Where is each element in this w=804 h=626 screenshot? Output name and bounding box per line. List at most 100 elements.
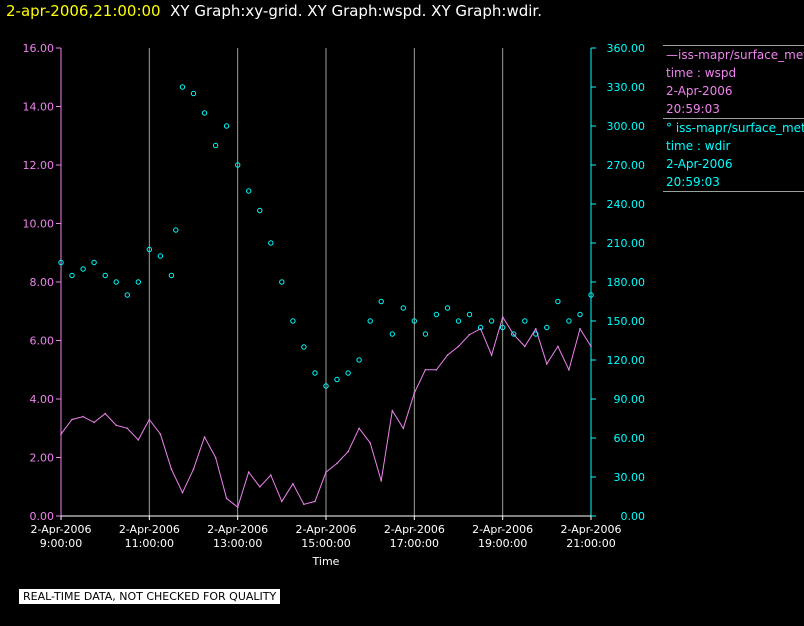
series-wdir-point	[279, 279, 285, 285]
series-wdir-point	[488, 318, 495, 324]
series-wspd-point	[402, 427, 405, 430]
series-wspd-point	[501, 316, 504, 318]
series-wspd-point	[281, 500, 283, 503]
series-wdir-point	[323, 383, 329, 389]
series-wspd-point	[358, 427, 360, 430]
y-left-tick-label: 14.00	[23, 101, 55, 114]
series-wspd-point	[60, 433, 62, 435]
series-wspd-point	[303, 503, 305, 506]
series-wspd-point	[214, 456, 217, 459]
series-wdir-point	[257, 207, 263, 214]
legend-entry-wspd: —iss-mapr/surface_meteorology time : wsp…	[663, 46, 804, 118]
x-tick-label: 2-Apr-2006 9:00:00	[30, 523, 91, 550]
y-right-tick-label: 120.00	[607, 354, 646, 367]
series-wdir-point	[544, 324, 550, 331]
series-wdir-point	[146, 246, 153, 253]
legend-wspd-variable: time : wspd	[666, 66, 737, 80]
series-wspd-point	[512, 333, 515, 336]
y-left-tick-label: 8.00	[30, 276, 55, 289]
series-wdir-point	[533, 331, 539, 337]
series-wdir-point	[212, 142, 219, 149]
x-tick-label: 2-Apr-2006 21:00:00	[560, 523, 621, 550]
series-wdir-point	[173, 227, 179, 233]
series-wspd-point	[115, 424, 117, 427]
y-left-tick-label: 0.00	[30, 510, 55, 523]
series-wspd-point	[137, 439, 140, 441]
quality-note: REAL-TIME DATA, NOT CHECKED FOR QUALITY	[19, 589, 281, 604]
series-wspd-point	[579, 328, 581, 330]
series-wdir-point	[301, 344, 307, 350]
series-wspd-point	[93, 421, 95, 424]
series-wspd-point	[126, 427, 129, 430]
legend-separator	[663, 118, 804, 119]
legend-separator	[663, 191, 804, 192]
series-wspd-point	[468, 333, 471, 336]
series-wdir-point	[268, 240, 274, 246]
y-left-tick-label: 16.00	[23, 42, 55, 55]
series-wspd-point	[181, 491, 184, 494]
x-tick-label: 2-Apr-2006 19:00:00	[472, 523, 533, 550]
series-wspd-point	[435, 369, 438, 371]
series-wspd-point	[104, 412, 106, 415]
y-left-tick-label: 2.00	[30, 452, 55, 465]
series-wspd-point	[159, 433, 162, 435]
series-wdir-point	[422, 331, 429, 337]
series-wdir-point	[566, 318, 572, 324]
series-wspd-point	[524, 345, 526, 348]
series-wdir-point	[290, 318, 296, 324]
x-tick-label: 2-Apr-2006 11:00:00	[119, 523, 180, 550]
series-wspd-point	[424, 369, 427, 371]
y-right-tick-label: 300.00	[607, 120, 646, 133]
series-wspd-point	[347, 450, 349, 453]
x-axis-label: Time	[312, 555, 340, 568]
y-right-tick-label: 150.00	[607, 315, 646, 328]
series-wdir-point	[246, 188, 252, 194]
series-wspd-point	[148, 418, 151, 421]
y-right-tick-label: 60.00	[614, 432, 646, 445]
y-right-tick-label: 0.00	[621, 510, 646, 523]
series-wdir-point	[500, 324, 506, 331]
series-wspd-point	[369, 442, 372, 444]
series-wspd-point	[71, 418, 73, 421]
series-wdir-point	[334, 376, 340, 383]
series-wspd-point	[225, 497, 228, 500]
y-left-tick-label: 10.00	[23, 218, 55, 231]
series-wdir-point	[433, 311, 440, 318]
y-right-tick-label: 330.00	[607, 81, 646, 94]
series-wspd-point	[568, 369, 570, 371]
series-wdir-point	[577, 311, 583, 318]
series-wspd-point	[236, 506, 239, 509]
series-wspd-point	[314, 500, 316, 503]
series-wdir-point	[367, 318, 373, 324]
y-right-tick-label: 360.00	[607, 42, 646, 55]
series-wspd-point	[557, 345, 559, 348]
series-wdir-point	[80, 266, 86, 272]
series-wdir-point	[223, 123, 230, 129]
y-right-tick-label: 90.00	[614, 393, 646, 406]
x-tick-label: 2-Apr-2006 17:00:00	[384, 523, 445, 550]
series-wspd-point	[490, 354, 493, 356]
series-wspd-point	[192, 468, 195, 471]
series-wdir-point	[168, 272, 175, 279]
series-wspd-point	[590, 345, 592, 348]
graph-list-label: XY Graph:xy-grid. XY Graph:wspd. XY Grap…	[170, 2, 542, 20]
series-wdir-point	[91, 259, 97, 266]
series-wdir-point	[466, 311, 473, 318]
legend-wspd-source: —iss-mapr/surface_meteorology	[666, 48, 804, 62]
series-wdir-point	[179, 84, 186, 90]
series-wdir-point	[69, 272, 75, 279]
series-wspd-point	[203, 436, 206, 438]
series-wdir-point	[157, 253, 164, 259]
series-wspd-point	[546, 363, 548, 365]
legend-wdir-date: 2-Apr-2006	[666, 157, 733, 171]
y-right-tick-label: 240.00	[607, 198, 646, 211]
legend-wspd-time: 20:59:03	[666, 102, 720, 116]
series-wspd-point	[325, 471, 327, 473]
series-wdir-point	[389, 331, 395, 337]
legend-separator	[663, 45, 804, 46]
y-right-tick-label: 30.00	[614, 471, 646, 484]
series-wspd-point	[292, 483, 294, 485]
series-wspd-point	[413, 392, 416, 394]
series-wdir-point	[190, 90, 197, 97]
